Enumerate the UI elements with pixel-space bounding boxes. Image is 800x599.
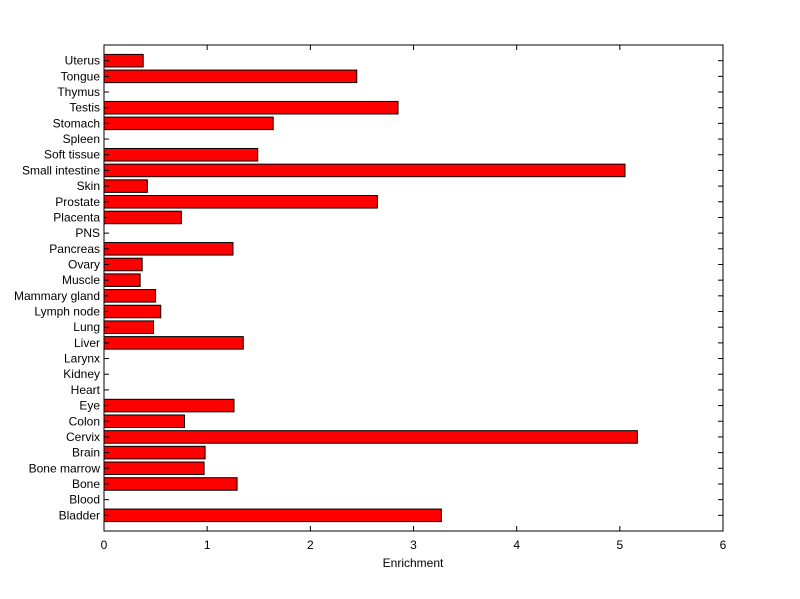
bar-brain	[103, 445, 206, 460]
bar-mammary-gland	[103, 289, 157, 303]
bar-stomach	[103, 116, 274, 131]
x-axis-label: Enrichment	[383, 556, 444, 570]
category-label-bladder: Bladder	[59, 508, 100, 522]
category-label-stomach: Stomach	[53, 116, 100, 130]
x-tick-label: 0	[101, 538, 108, 552]
category-label-spleen: Spleen	[63, 132, 100, 146]
category-label-cervix: Cervix	[66, 430, 100, 444]
category-label-lymph-node: Lymph node	[34, 305, 100, 319]
category-label-tongue: Tongue	[61, 69, 101, 83]
bar-tongue	[103, 69, 358, 84]
category-label-brain: Brain	[72, 446, 100, 460]
bar-bone	[103, 477, 238, 491]
bar-bladder	[103, 508, 442, 523]
category-label-prostate: Prostate	[55, 195, 100, 209]
bar-testis	[103, 100, 399, 115]
x-tick-label: 3	[410, 538, 417, 552]
category-label-liver: Liver	[74, 336, 100, 350]
category-label-small-intestine: Small intestine	[22, 163, 100, 177]
category-label-bone-marrow: Bone marrow	[29, 461, 101, 475]
bar-ovary	[103, 257, 143, 272]
category-label-bone: Bone	[72, 477, 100, 491]
category-label-soft-tissue: Soft tissue	[44, 148, 100, 162]
x-tick-label: 2	[307, 538, 314, 552]
category-label-blood: Blood	[69, 493, 100, 507]
category-label-pancreas: Pancreas	[49, 242, 100, 256]
bar-soft-tissue	[103, 147, 259, 162]
category-label-kidney: Kidney	[63, 367, 100, 381]
category-label-testis: Testis	[69, 101, 100, 115]
x-tick-labels: 0 1 2 3 4 5 6	[101, 538, 727, 552]
category-label-uterus: Uterus	[65, 54, 100, 68]
bar-skin	[103, 179, 148, 193]
bar-liver	[103, 336, 244, 350]
ticks-layer	[103, 45, 724, 531]
bar-colon	[103, 414, 185, 429]
category-label-thymus: Thymus	[57, 85, 100, 99]
x-tick-label: 1	[204, 538, 211, 552]
category-label-placenta: Placenta	[53, 210, 100, 224]
bar-lymph-node	[103, 304, 162, 319]
bar-uterus	[103, 53, 144, 68]
bar-small-intestine	[103, 163, 626, 178]
category-label-mammary-gland: Mammary gland	[14, 289, 100, 303]
x-tick-label: 4	[513, 538, 520, 552]
category-label-ovary: Ovary	[68, 257, 100, 271]
bar-placenta	[103, 210, 182, 225]
x-tick-label: 6	[720, 538, 727, 552]
bar-lung	[103, 320, 155, 334]
category-label-pns: PNS	[75, 226, 100, 240]
category-label-muscle: Muscle	[62, 273, 100, 287]
category-label-larynx: Larynx	[64, 352, 100, 366]
bar-prostate	[103, 195, 378, 209]
bar-muscle	[103, 273, 141, 287]
bar-bone-marrow	[103, 461, 205, 476]
category-label-colon: Colon	[69, 414, 100, 428]
category-label-skin: Skin	[77, 179, 100, 193]
category-label-eye: Eye	[79, 399, 100, 413]
x-tick-label: 5	[616, 538, 623, 552]
bars-layer	[103, 53, 638, 523]
bar-pancreas	[103, 242, 234, 256]
bar-eye	[103, 398, 235, 413]
bar-cervix	[103, 430, 638, 444]
category-label-lung: Lung	[73, 320, 100, 334]
category-label-heart: Heart	[71, 383, 101, 397]
